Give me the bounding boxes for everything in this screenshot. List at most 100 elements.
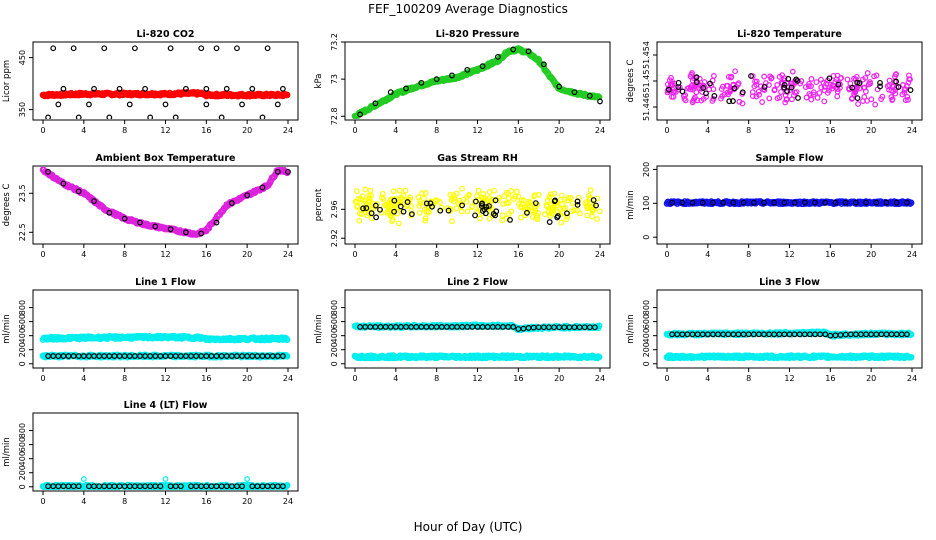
data-point <box>542 211 548 218</box>
x-tick-label: 20 <box>242 497 252 506</box>
data-point <box>463 194 470 200</box>
data-point <box>507 216 513 223</box>
data-point <box>422 190 429 196</box>
data-point <box>564 213 571 220</box>
x-tick-label: 20 <box>242 250 252 259</box>
data-point <box>491 187 498 194</box>
x-tick-label: 12 <box>472 250 482 259</box>
data-point <box>852 88 859 95</box>
x-tick-label: 20 <box>866 250 876 259</box>
data-point <box>774 81 781 88</box>
panel-title: Sample Flow <box>755 153 823 164</box>
figure-title: FEF_100209 Average Diagnostics <box>368 2 568 16</box>
data-point <box>904 94 911 100</box>
panel-frame <box>344 165 611 245</box>
data-point <box>395 220 402 227</box>
x-tick-label: 0 <box>40 497 45 506</box>
data-point <box>448 218 455 225</box>
x-tick-label: 4 <box>81 497 86 506</box>
data-point <box>740 199 747 206</box>
data-point <box>402 187 409 194</box>
y-tick-label: 600 <box>642 314 651 329</box>
data-point <box>812 199 818 206</box>
data-point <box>710 86 717 93</box>
data-point <box>495 53 501 60</box>
data-point <box>422 217 429 224</box>
data-point <box>560 205 567 212</box>
data-point <box>70 45 77 52</box>
data-point <box>755 88 762 95</box>
data-point <box>508 188 515 194</box>
data-point <box>700 85 707 91</box>
x-tick-label: 12 <box>784 250 794 259</box>
data-point <box>279 85 286 92</box>
x-tick-label: 24 <box>907 374 917 383</box>
data-point <box>903 199 910 206</box>
data-point <box>492 197 499 204</box>
panel-title: Line 1 Flow <box>135 277 196 288</box>
panel-2: Li-820 Pressure kPa 0 4 8 12 16 20 24 72.8 73 73.2 <box>314 29 611 135</box>
data-point <box>781 199 788 206</box>
data-point <box>352 198 359 205</box>
data-point <box>137 219 143 226</box>
data-point <box>387 89 394 96</box>
panel-title: Ambient Box Temperature <box>96 153 236 164</box>
data-point <box>731 85 738 92</box>
x-tick-label: 12 <box>160 250 170 259</box>
x-tick-label: 16 <box>825 126 835 135</box>
data-point <box>223 85 230 92</box>
data-point <box>503 215 510 222</box>
data-point <box>783 96 790 103</box>
x-tick-label: 4 <box>705 250 710 259</box>
data-point <box>162 101 169 108</box>
data-point <box>198 45 205 52</box>
data-point <box>901 87 908 94</box>
data-point <box>228 200 235 206</box>
data-point <box>481 194 488 201</box>
x-tick-label: 16 <box>201 126 211 135</box>
data-point <box>558 219 565 226</box>
data-point <box>766 95 773 102</box>
data-point <box>400 192 407 199</box>
x-tick-label: 16 <box>201 497 211 506</box>
panel-4: Ambient Box Temperature degrees C 0 4 8 12 16 2… <box>2 153 299 259</box>
data-point <box>739 100 746 107</box>
data-point <box>591 324 598 331</box>
data-point <box>283 91 291 99</box>
data-point <box>525 198 532 205</box>
data-point <box>679 88 686 95</box>
data-point <box>512 193 519 200</box>
data-point <box>844 76 851 83</box>
data-point <box>907 87 914 93</box>
data-point <box>852 199 859 206</box>
data-point <box>546 219 553 225</box>
data-point <box>693 79 700 85</box>
data-point <box>279 483 286 490</box>
data-point <box>519 204 525 211</box>
data-point <box>761 84 768 90</box>
panel-frame <box>344 41 611 121</box>
data-point <box>472 198 479 205</box>
x-tick-label: 16 <box>513 374 523 383</box>
y-axis-label: Licor ppm <box>2 60 12 102</box>
data-point <box>685 84 692 91</box>
x-tick-label: 8 <box>434 126 439 135</box>
data-point <box>244 476 251 482</box>
data-point <box>459 202 466 209</box>
data-point <box>142 85 148 92</box>
data-point <box>834 93 841 100</box>
data-point <box>808 76 815 82</box>
data-point <box>360 205 366 212</box>
data-point <box>75 483 82 490</box>
data-point <box>437 207 444 214</box>
plot-area <box>39 332 291 361</box>
data-point <box>456 197 463 204</box>
data-point <box>354 204 360 210</box>
x-tick-label: 8 <box>434 250 439 259</box>
data-point <box>854 95 861 102</box>
y-axis-label: percent <box>314 188 324 221</box>
data-point <box>60 85 67 92</box>
plot-area <box>351 45 603 119</box>
x-tick-label: 12 <box>784 126 794 135</box>
y-tick-label: 51.454 <box>642 41 651 69</box>
